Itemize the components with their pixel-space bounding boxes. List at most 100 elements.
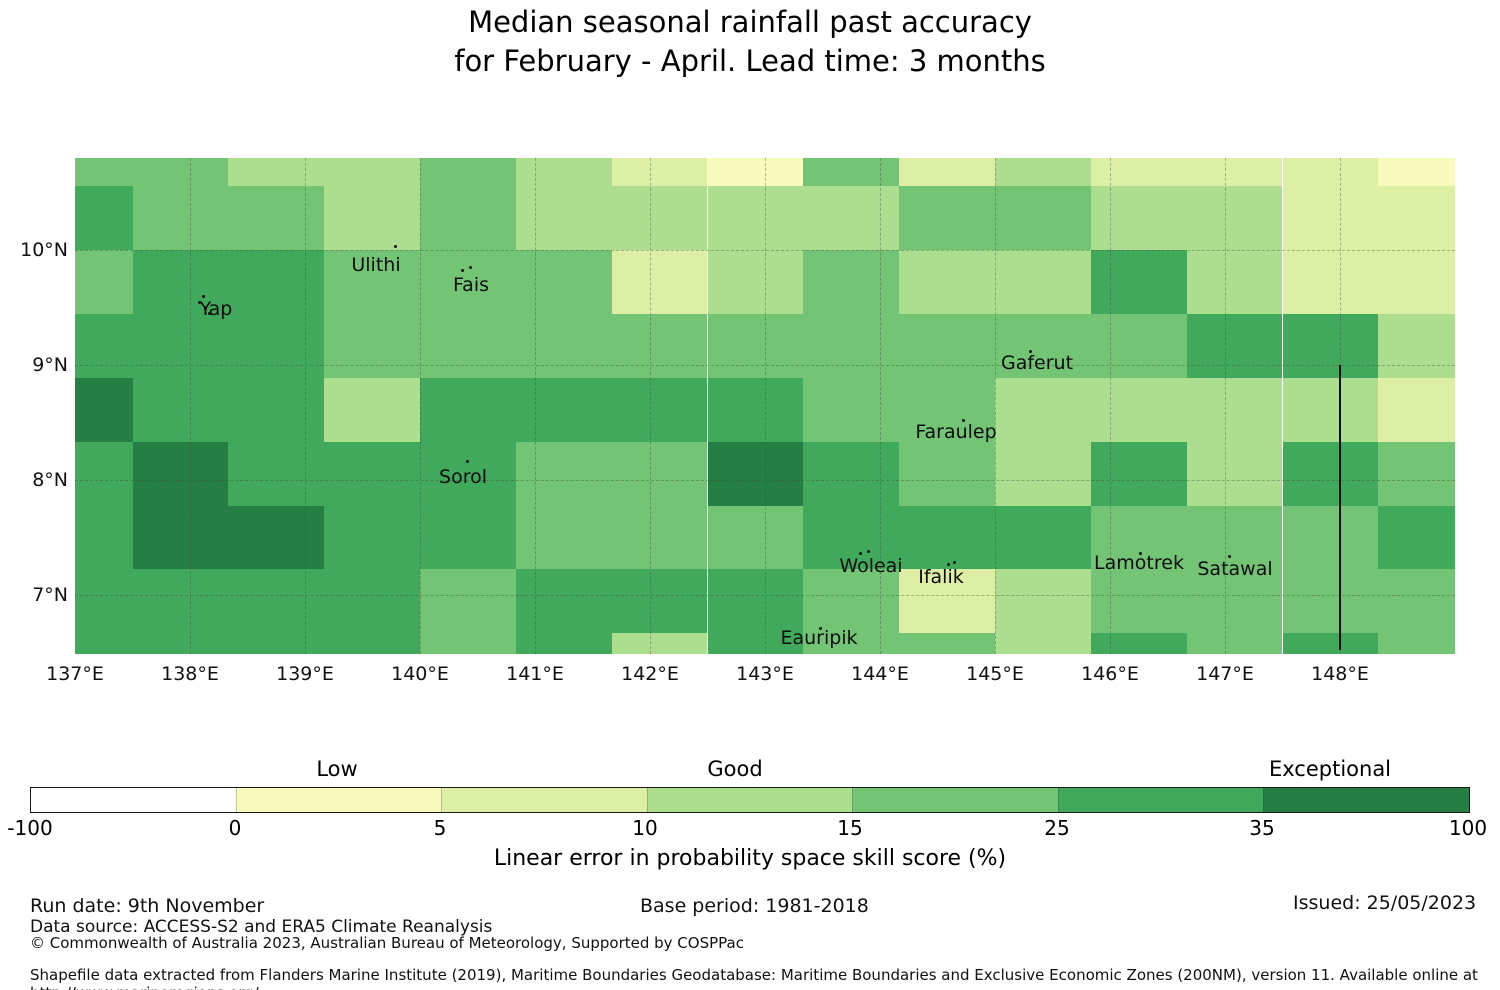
copyright-text: © Commonwealth of Australia 2023, Austra…	[30, 933, 744, 952]
map-cell	[420, 158, 516, 187]
island-label: Eauripik	[780, 627, 858, 649]
x-axis-tick-label: 140°E	[391, 663, 449, 685]
chart-title-line1: Median seasonal rainfall past accuracy	[468, 5, 1032, 39]
colorbar	[30, 787, 1470, 813]
map-cell	[803, 250, 900, 314]
map-cell	[132, 505, 229, 570]
island-marker-dot	[962, 419, 965, 422]
map-cell	[75, 441, 133, 506]
map-cell	[228, 633, 325, 655]
map-cell	[611, 250, 708, 314]
map-cell	[803, 441, 900, 506]
map-cell	[1090, 569, 1187, 634]
map-cell	[515, 313, 612, 378]
map-cell	[1282, 186, 1379, 250]
map-cell	[995, 313, 1091, 378]
map-cell	[228, 505, 325, 570]
map-cell	[132, 569, 229, 634]
map-cell	[132, 313, 229, 378]
graticule-meridian	[190, 158, 191, 655]
map-cell	[803, 633, 900, 655]
graticule-meridian	[995, 158, 996, 655]
map-cell	[1378, 158, 1455, 187]
map-cell	[75, 313, 133, 378]
x-axis-tick-label: 141°E	[506, 663, 564, 685]
map-cell	[75, 633, 133, 655]
map-cell	[995, 505, 1091, 570]
island-label: Ifalik	[918, 566, 964, 588]
island-label: Satawal	[1197, 558, 1273, 580]
map-cell	[132, 158, 229, 187]
colorbar-segment	[1057, 788, 1264, 812]
map-cell	[899, 505, 995, 570]
map-cell	[707, 569, 804, 634]
eez-boundary-line	[1339, 365, 1341, 651]
map-cell	[228, 158, 325, 187]
map-cell	[1282, 250, 1379, 314]
map-cell	[324, 505, 420, 570]
map-cell	[75, 569, 133, 634]
map-cell	[324, 158, 420, 187]
map-cell	[1090, 250, 1187, 314]
map-cell	[228, 186, 325, 250]
colorbar-tick-label: 25	[1044, 816, 1070, 840]
map-cell	[803, 186, 900, 250]
map-cell	[611, 569, 708, 634]
x-axis-tick-label: 148°E	[1311, 663, 1369, 685]
map-cell	[228, 377, 325, 442]
graticule-meridian	[765, 158, 766, 655]
colorbar-tick-label: 100	[1448, 816, 1488, 840]
map-cell	[515, 158, 612, 187]
map-cell	[515, 633, 612, 655]
map-cell	[420, 377, 516, 442]
colorbar-segment	[852, 788, 1058, 812]
colorbar-zone-label: Good	[707, 757, 763, 781]
map-cell	[899, 186, 995, 250]
map-cell	[75, 186, 133, 250]
map-cell	[803, 158, 900, 187]
map-cell	[228, 313, 325, 378]
island-label: Yap	[199, 298, 233, 320]
map-cell	[1186, 250, 1283, 314]
shapefile-note-text: Shapefile data extracted from Flanders M…	[30, 966, 1478, 990]
island-marker-dot	[953, 561, 956, 564]
map-cell	[611, 633, 708, 655]
x-axis-tick-label: 144°E	[851, 663, 909, 685]
map-cell	[420, 633, 516, 655]
map-cell	[515, 505, 612, 570]
island-marker-dot	[198, 301, 201, 304]
map-cell	[515, 186, 612, 250]
map-cell	[324, 633, 420, 655]
map-cell	[707, 250, 804, 314]
map-cell	[1090, 441, 1187, 506]
y-axis-tick-label: 10°N	[20, 239, 68, 261]
map-cell	[324, 441, 420, 506]
y-axis-tick-label: 8°N	[32, 469, 68, 491]
island-label: Fais	[452, 274, 490, 296]
map-cell	[1378, 186, 1455, 250]
map-cell	[995, 186, 1091, 250]
x-axis-tick-label: 138°E	[161, 663, 219, 685]
map-cell	[420, 313, 516, 378]
x-axis-tick-label: 137°E	[46, 663, 104, 685]
map-cell	[899, 377, 995, 442]
x-axis-tick-label: 139°E	[276, 663, 334, 685]
map-cell	[75, 505, 133, 570]
map-cell	[1378, 633, 1455, 655]
map-cell	[611, 158, 708, 187]
map-cell	[324, 313, 420, 378]
x-axis-tick-label: 143°E	[736, 663, 794, 685]
map-cell	[611, 441, 708, 506]
map-cell	[324, 186, 420, 250]
map-cell	[515, 377, 612, 442]
map-cell	[1186, 441, 1283, 506]
map-cell	[1282, 569, 1379, 634]
map-cell	[1186, 313, 1283, 378]
map-cell	[228, 250, 325, 314]
map-cell	[1378, 250, 1455, 314]
x-axis-tick-label: 145°E	[966, 663, 1024, 685]
graticule-meridian	[535, 158, 536, 655]
graticule-parallel	[75, 595, 1455, 596]
map-cell	[132, 250, 229, 314]
